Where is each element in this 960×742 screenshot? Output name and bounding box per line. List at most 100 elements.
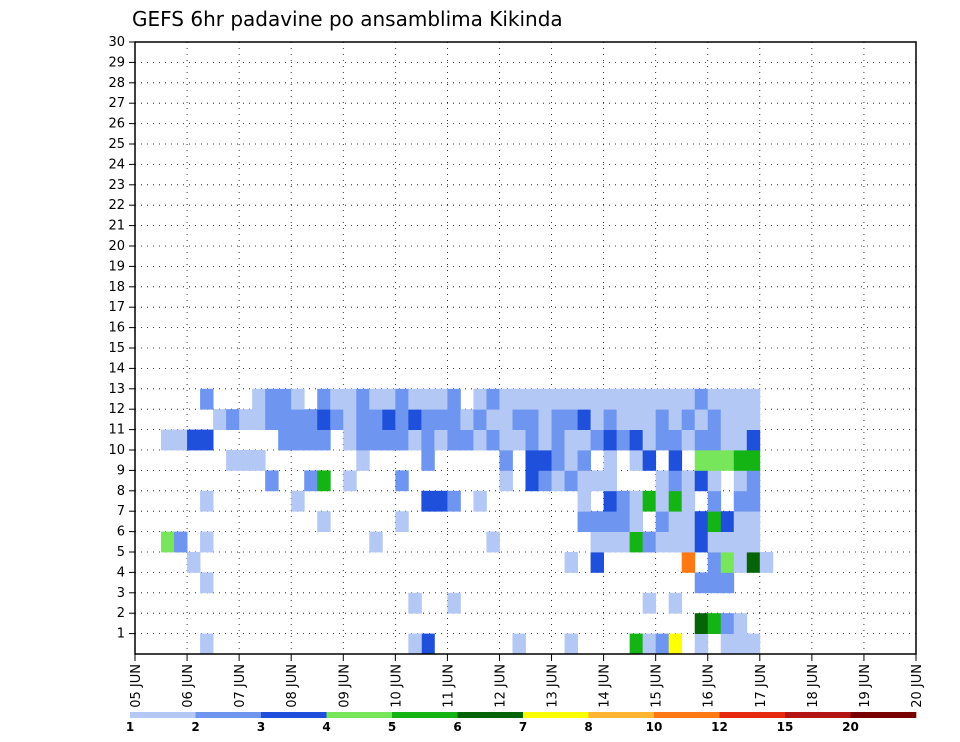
data-cell xyxy=(681,388,696,410)
data-cell xyxy=(369,429,383,451)
data-cell xyxy=(499,388,513,410)
data-cell xyxy=(720,531,735,553)
data-cell xyxy=(655,511,670,532)
data-cell xyxy=(616,429,631,451)
data-cell xyxy=(590,388,604,410)
data-cell xyxy=(668,470,683,492)
data-cell xyxy=(538,388,552,410)
y-tick-label: 11 xyxy=(108,423,125,438)
data-cell xyxy=(434,490,448,512)
data-cell xyxy=(681,490,696,512)
data-cell xyxy=(408,388,422,410)
data-cell xyxy=(603,490,618,512)
data-cell xyxy=(694,470,709,492)
data-cell xyxy=(317,511,331,532)
data-cell xyxy=(655,409,670,430)
data-cell xyxy=(551,470,565,492)
data-cell xyxy=(304,429,318,451)
data-cell xyxy=(629,531,644,553)
data-cell xyxy=(408,429,422,451)
data-cell xyxy=(356,388,370,410)
data-cell xyxy=(577,490,591,512)
data-cell xyxy=(499,470,513,492)
data-cell xyxy=(200,531,214,553)
data-cell xyxy=(226,409,240,430)
y-tick-label: 24 xyxy=(108,157,125,172)
data-cell xyxy=(512,409,526,430)
data-cell xyxy=(252,388,266,410)
data-cell xyxy=(447,490,461,512)
data-cell xyxy=(187,552,201,573)
data-cell xyxy=(668,409,683,430)
y-tick-label: 16 xyxy=(108,321,125,336)
data-cell xyxy=(629,388,644,410)
colorbar-swatch xyxy=(654,712,720,718)
data-cell xyxy=(681,470,696,492)
data-cell xyxy=(642,633,657,655)
data-cell xyxy=(200,490,214,512)
data-cell xyxy=(252,450,266,471)
data-cell xyxy=(629,633,644,655)
data-cell xyxy=(707,409,722,430)
data-cell xyxy=(642,592,657,614)
data-cell xyxy=(603,470,618,492)
data-cell xyxy=(291,388,305,410)
data-cell xyxy=(447,409,461,430)
data-cell xyxy=(642,531,657,553)
data-cell xyxy=(356,409,370,430)
x-tick-label: 06 JUN xyxy=(181,664,196,708)
data-cell xyxy=(564,429,578,451)
data-cell xyxy=(161,429,175,451)
data-cell xyxy=(421,450,435,471)
data-cell xyxy=(421,388,435,410)
data-cell xyxy=(746,450,761,471)
y-tick-label: 30 xyxy=(108,35,125,50)
data-cell xyxy=(733,388,748,410)
data-cell xyxy=(577,409,591,430)
y-tick-label: 22 xyxy=(108,198,125,213)
colorbar-label: 3 xyxy=(257,720,265,734)
data-cell xyxy=(668,633,683,655)
data-cell xyxy=(681,511,696,532)
data-cell xyxy=(603,511,618,532)
data-cell xyxy=(395,388,409,410)
data-cell xyxy=(525,429,539,451)
y-tick-label: 25 xyxy=(108,137,125,152)
data-cell xyxy=(525,470,539,492)
data-cell xyxy=(395,470,409,492)
data-cell xyxy=(668,429,683,451)
data-cell xyxy=(499,429,513,451)
data-cell xyxy=(590,511,604,532)
data-cell xyxy=(707,429,722,451)
data-cell xyxy=(434,388,448,410)
data-cell xyxy=(538,470,552,492)
data-cell xyxy=(265,409,279,430)
y-tick-label: 21 xyxy=(108,219,125,234)
data-cell xyxy=(681,531,696,553)
x-tick-label: 07 JUN xyxy=(233,664,248,708)
data-cell xyxy=(603,388,618,410)
data-cell xyxy=(642,409,657,430)
data-cell xyxy=(746,531,761,553)
x-axis: 05 JUN 06 JUN 07 JUN 08 JUN 09 JUN 10 JUN 11 J… xyxy=(129,654,925,708)
colorbar-label: 2 xyxy=(191,720,199,734)
data-cell xyxy=(278,388,292,410)
data-cell xyxy=(707,572,722,594)
data-cell xyxy=(733,531,748,553)
data-cell xyxy=(694,613,709,634)
data-cell xyxy=(707,613,722,634)
x-tick-label: 11 JUN xyxy=(441,664,456,708)
data-cell xyxy=(655,633,670,655)
data-cell xyxy=(642,429,657,451)
data-cell xyxy=(707,470,722,492)
data-cell xyxy=(304,470,318,492)
data-cell xyxy=(759,552,774,573)
data-cell xyxy=(330,409,344,430)
data-cell xyxy=(668,592,683,614)
data-cell xyxy=(577,450,591,471)
colorbar-label: 20 xyxy=(842,720,859,734)
data-cell xyxy=(590,409,604,430)
data-cell xyxy=(603,450,618,471)
data-cell xyxy=(694,531,709,553)
data-cell xyxy=(655,531,670,553)
